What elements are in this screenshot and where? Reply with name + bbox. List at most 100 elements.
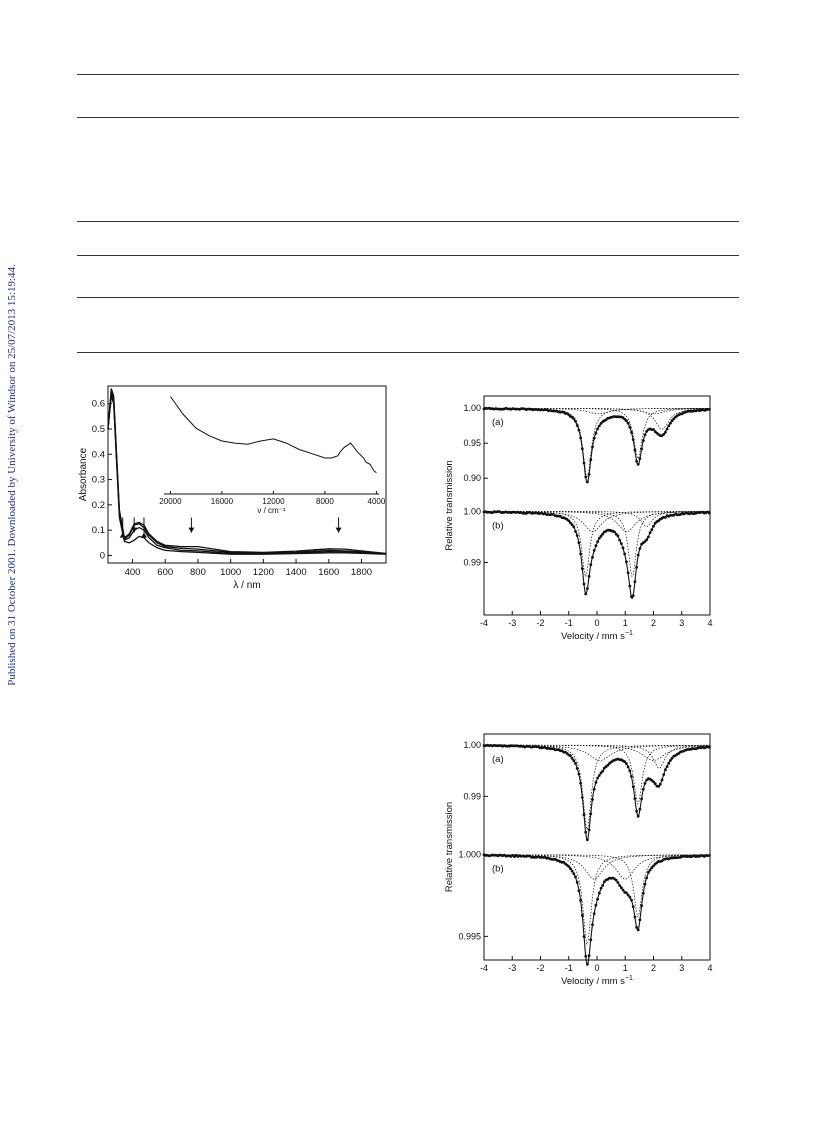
data-point	[589, 938, 593, 942]
data-point	[664, 430, 667, 434]
rule-2	[77, 117, 739, 118]
y-tick-label: 0.90	[463, 473, 481, 483]
data-point	[592, 549, 596, 552]
data-point	[592, 787, 596, 791]
x-tick-label: 1400	[285, 567, 306, 578]
data-point	[606, 763, 610, 767]
x-tick-label: -4	[480, 618, 488, 628]
absorbance-trace	[107, 390, 387, 555]
data-point	[599, 771, 603, 775]
component-subspectrum	[484, 510, 710, 527]
data-point	[643, 540, 647, 543]
data-point	[635, 459, 638, 463]
x-tick-label: 3	[679, 963, 684, 973]
data-point	[580, 914, 584, 917]
x-tick-label: 400	[125, 567, 141, 578]
data-point	[569, 867, 572, 870]
x-tick-label: 1	[623, 618, 628, 628]
data-point	[592, 912, 596, 915]
mossbauer-figure-1: -4 -3 -2 -1 0 1 2 3 4 Velocity / mm s−1 Relative t…	[444, 395, 713, 642]
rule-4	[77, 255, 739, 256]
data-point	[570, 756, 574, 760]
data-point	[579, 899, 582, 902]
data-point	[580, 447, 584, 451]
mossbauer-figure-2: -4 -3 -2 -1 0 1 2 3 4 Velocity / mm s−1 Relative t…	[444, 733, 713, 987]
data-point	[616, 881, 620, 884]
y-tick-label: 0.99	[463, 791, 481, 801]
inset-nir-trace	[169, 396, 377, 474]
data-point	[650, 528, 654, 532]
fit-envelope	[484, 511, 710, 600]
data-point	[584, 830, 588, 834]
panel-label: (a)	[492, 754, 504, 765]
component-subspectrum	[484, 854, 710, 880]
x-tick-label: -3	[508, 963, 516, 973]
x-tick-label: -2	[536, 618, 544, 628]
plot-frame	[107, 385, 387, 564]
x-tick-label: -2	[536, 963, 544, 973]
data-point	[621, 888, 625, 892]
y-tick-label: 1.00	[463, 740, 481, 750]
data-point	[628, 425, 632, 429]
data-point	[584, 954, 588, 958]
data-point	[708, 745, 711, 749]
data-point	[594, 903, 598, 907]
data-point	[625, 560, 628, 564]
data-point	[574, 875, 577, 879]
inset-x-axis-label: ν / cm⁻¹	[257, 506, 286, 515]
rule-3	[77, 221, 739, 222]
data-point	[626, 571, 630, 575]
data-point	[630, 898, 633, 902]
data-point	[628, 584, 632, 588]
data-point	[631, 594, 635, 598]
component-subspectrum	[484, 511, 710, 533]
data-point	[579, 552, 582, 556]
data-point	[614, 878, 618, 882]
data-point	[567, 519, 571, 523]
data-point	[636, 928, 640, 932]
data-point	[569, 754, 572, 758]
data-point	[601, 532, 605, 536]
x-tick-label: 1600	[318, 567, 339, 578]
data-point	[577, 541, 581, 545]
data-point	[582, 813, 586, 817]
data-point	[669, 759, 672, 762]
data-point	[660, 778, 664, 782]
data-point	[619, 542, 623, 545]
data-point	[597, 424, 601, 428]
component-subspectrum	[484, 407, 710, 479]
data-point	[586, 587, 589, 590]
data-point	[599, 422, 603, 425]
panel-label: (a)	[492, 417, 504, 428]
data-point	[613, 530, 616, 534]
data-point	[665, 427, 669, 431]
data-point	[643, 433, 647, 437]
data-point	[628, 769, 632, 773]
x-tick-label: 0	[594, 963, 599, 973]
data-point	[708, 854, 711, 857]
data-point	[662, 773, 666, 776]
data-point	[587, 575, 591, 578]
data-point	[586, 962, 589, 966]
x-axis-label-text: Velocity / mm s	[561, 631, 625, 642]
rule-5	[77, 297, 739, 298]
data-point	[633, 797, 637, 800]
data-point	[594, 431, 598, 435]
data-point	[574, 419, 577, 423]
arrow-head	[140, 532, 147, 538]
arrow-head	[119, 532, 126, 538]
data-point	[592, 436, 596, 440]
data-point	[652, 864, 655, 868]
data-point	[708, 408, 711, 411]
x-tick-label: 3	[679, 618, 684, 628]
data-point	[587, 954, 591, 958]
x-tick-label: 1800	[351, 567, 372, 578]
component-subspectrum	[484, 744, 710, 761]
data-point	[670, 756, 674, 760]
data-point	[567, 865, 571, 868]
data-point	[574, 762, 577, 765]
data-point	[587, 828, 591, 832]
data-point	[580, 796, 584, 799]
data-point	[584, 592, 588, 596]
rule-6	[77, 352, 739, 353]
